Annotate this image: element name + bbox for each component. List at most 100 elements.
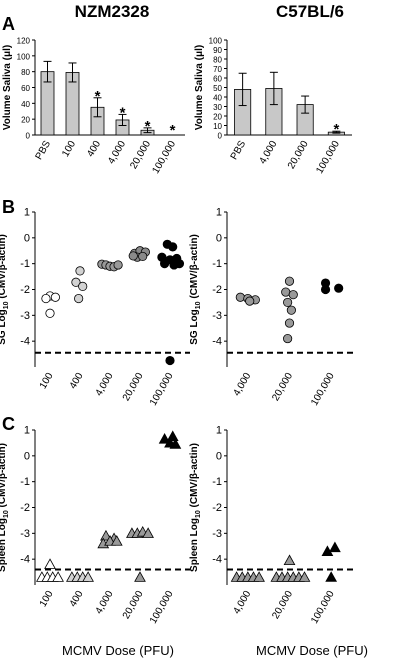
data-point-triangle [283, 554, 296, 566]
x-tick-label: 100,000 [309, 589, 337, 626]
significance-star: * [145, 118, 151, 135]
x-tick-label: 4,000 [106, 139, 128, 167]
y-tick-label: -1 [20, 476, 30, 488]
data-point-triangle [134, 571, 146, 582]
data-point [71, 277, 81, 287]
x-tick-label: 20,000 [121, 589, 146, 621]
data-point [283, 297, 293, 308]
y-tick-label: 0 [216, 232, 222, 244]
y-tick-label: -3 [212, 310, 222, 322]
data-point-triangle [82, 571, 94, 582]
y-tick-label: 120 [17, 37, 31, 46]
y-axis-title: Spleen Log10 (CMV/β-actin) [189, 443, 202, 572]
data-point [113, 260, 123, 270]
significance-star: * [95, 88, 101, 105]
data-point-triangle [110, 535, 123, 546]
x-tick-label: 100,000 [150, 139, 178, 176]
y-tick-label: 60 [21, 84, 30, 93]
y-tick-label: -3 [20, 310, 30, 322]
y-tick-label: 1 [216, 207, 222, 219]
y-tick-label: 10 [213, 122, 222, 131]
chart-b-left: 1 0 -1 -2 -3 -4 SG Log10 (CMV/β-actin) 100 400 4,… [0, 207, 190, 408]
data-point-triangle [253, 571, 265, 582]
data-point-triangle [298, 571, 311, 582]
y-tick-label: 90 [213, 46, 222, 55]
x-tick-label: 100,000 [314, 139, 342, 176]
panel-label-c: C [2, 414, 15, 434]
y-tick-label: 50 [213, 84, 222, 93]
y-tick-label: 20 [213, 113, 222, 122]
x-tick-label: 100 [38, 371, 56, 391]
data-point [74, 293, 84, 304]
data-point [128, 251, 138, 261]
y-axis-title: Volume Saliva (μl) [194, 45, 205, 130]
y-tick-label: 70 [213, 65, 222, 74]
y-tick-label: 0 [216, 450, 222, 462]
y-axis-title: SG Log10 (CMV/β-actin) [0, 234, 10, 345]
y-tick-label: 1 [216, 425, 222, 437]
y-tick-label: 100 [17, 52, 31, 61]
data-point [320, 284, 331, 295]
data-point [41, 293, 51, 304]
x-tick-label: 100 [60, 139, 78, 159]
data-point-triangle [142, 527, 154, 538]
x-tick-label: 400 [85, 139, 103, 159]
data-point-triangle [44, 558, 56, 569]
y-tick-label: -2 [212, 284, 222, 296]
data-point [286, 305, 296, 315]
data-point [235, 292, 245, 302]
data-point-triangle [169, 438, 182, 449]
y-tick-label: -4 [212, 336, 222, 348]
y-axis-title: Spleen Log10 (CMV/β-actin) [0, 443, 10, 572]
title-left: NZM2328 [75, 2, 150, 21]
data-point [174, 259, 185, 269]
y-tick-label: 0 [26, 132, 31, 141]
x-tick-label: 4,000 [257, 139, 279, 167]
y-tick-label: -1 [212, 258, 222, 270]
x-tick-label: 4,000 [94, 589, 116, 617]
x-tick-label: 400 [68, 589, 86, 609]
panel-label-a: A [2, 14, 15, 34]
x-tick-label: 100,000 [148, 371, 176, 408]
data-point [283, 333, 293, 344]
x-tick-label: 100,000 [309, 371, 337, 408]
x-tick-label: 100,000 [148, 589, 176, 626]
significance-star: * [333, 121, 339, 138]
y-tick-label: 30 [213, 103, 222, 112]
data-point [334, 283, 344, 293]
data-point-triangle [166, 430, 179, 442]
y-tick-label: 1 [24, 207, 30, 219]
x-tick-label: PBS [229, 139, 249, 162]
y-tick-label: 40 [213, 94, 222, 103]
data-point-triangle [52, 571, 64, 582]
y-tick-label: 20 [21, 116, 30, 125]
y-tick-label: 60 [213, 75, 222, 84]
y-tick-label: 100 [209, 37, 223, 46]
y-tick-label: 0 [218, 132, 223, 141]
data-point [75, 266, 85, 276]
chart-c-left: 1 0 -1 -2 -3 -4 Spleen Log10 (CMV/β-actin) 100 4… [0, 425, 190, 626]
y-tick-label: 40 [21, 100, 30, 109]
x-tick-label: 4,000 [231, 371, 253, 399]
y-tick-label: -1 [212, 476, 222, 488]
y-tick-label: 80 [213, 56, 222, 65]
x-tick-label: 20,000 [270, 371, 295, 403]
data-point [288, 290, 298, 300]
y-axis-title: Volume Saliva (μl) [2, 45, 13, 130]
y-tick-label: -2 [20, 284, 30, 296]
data-point [245, 296, 255, 306]
data-point [78, 281, 88, 291]
x-tick-label: 4,000 [231, 589, 253, 617]
y-tick-label: -4 [212, 554, 222, 566]
y-tick-label: 0 [24, 450, 30, 462]
y-tick-label: -3 [20, 528, 30, 540]
y-tick-label: 1 [24, 425, 30, 437]
data-point-triangle [325, 571, 338, 582]
y-tick-label: -4 [20, 336, 30, 348]
data-point [168, 242, 178, 252]
x-tick-label: 20,000 [286, 139, 311, 171]
data-point [50, 292, 61, 302]
data-point [165, 355, 175, 366]
